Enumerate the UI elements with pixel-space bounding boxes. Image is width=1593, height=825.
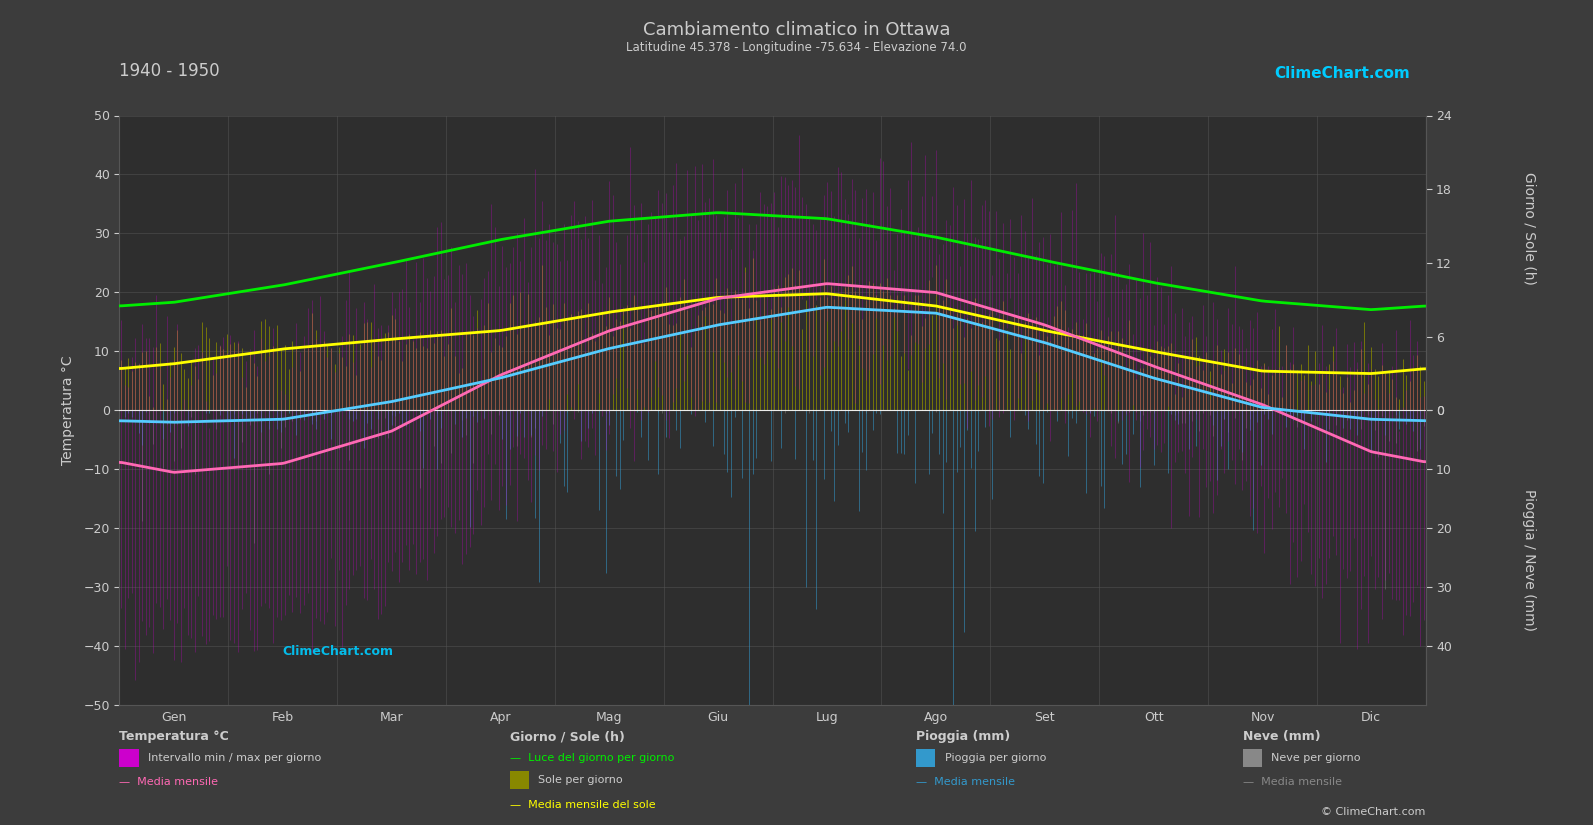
Text: Pioggia / Neve (mm): Pioggia / Neve (mm) — [1523, 488, 1536, 630]
Text: ClimeChart.com: ClimeChart.com — [284, 645, 393, 658]
Text: —  Luce del giorno per giorno: — Luce del giorno per giorno — [510, 753, 674, 763]
Text: © ClimeChart.com: © ClimeChart.com — [1321, 807, 1426, 817]
Text: —  Media mensile del sole: — Media mensile del sole — [510, 800, 655, 810]
Text: ClimeChart.com: ClimeChart.com — [1274, 66, 1410, 81]
Text: Sole per giorno: Sole per giorno — [538, 775, 623, 785]
Text: Temperatura °C: Temperatura °C — [119, 730, 229, 743]
Text: Pioggia (mm): Pioggia (mm) — [916, 730, 1010, 743]
Text: Pioggia per giorno: Pioggia per giorno — [945, 753, 1047, 763]
Text: Intervallo min / max per giorno: Intervallo min / max per giorno — [148, 753, 322, 763]
Text: Latitudine 45.378 - Longitudine -75.634 - Elevazione 74.0: Latitudine 45.378 - Longitudine -75.634 … — [626, 41, 967, 54]
Text: 1940 - 1950: 1940 - 1950 — [119, 62, 220, 80]
Text: Neve per giorno: Neve per giorno — [1271, 753, 1360, 763]
Text: Cambiamento climatico in Ottawa: Cambiamento climatico in Ottawa — [642, 21, 951, 39]
Text: Giorno / Sole (h): Giorno / Sole (h) — [510, 730, 624, 743]
Text: —  Media mensile: — Media mensile — [1243, 777, 1341, 787]
Text: —  Media mensile: — Media mensile — [119, 777, 218, 787]
Y-axis label: Temperatura °C: Temperatura °C — [61, 356, 75, 465]
Text: —  Media mensile: — Media mensile — [916, 777, 1015, 787]
Text: Giorno / Sole (h): Giorno / Sole (h) — [1523, 172, 1536, 285]
Text: Neve (mm): Neve (mm) — [1243, 730, 1321, 743]
